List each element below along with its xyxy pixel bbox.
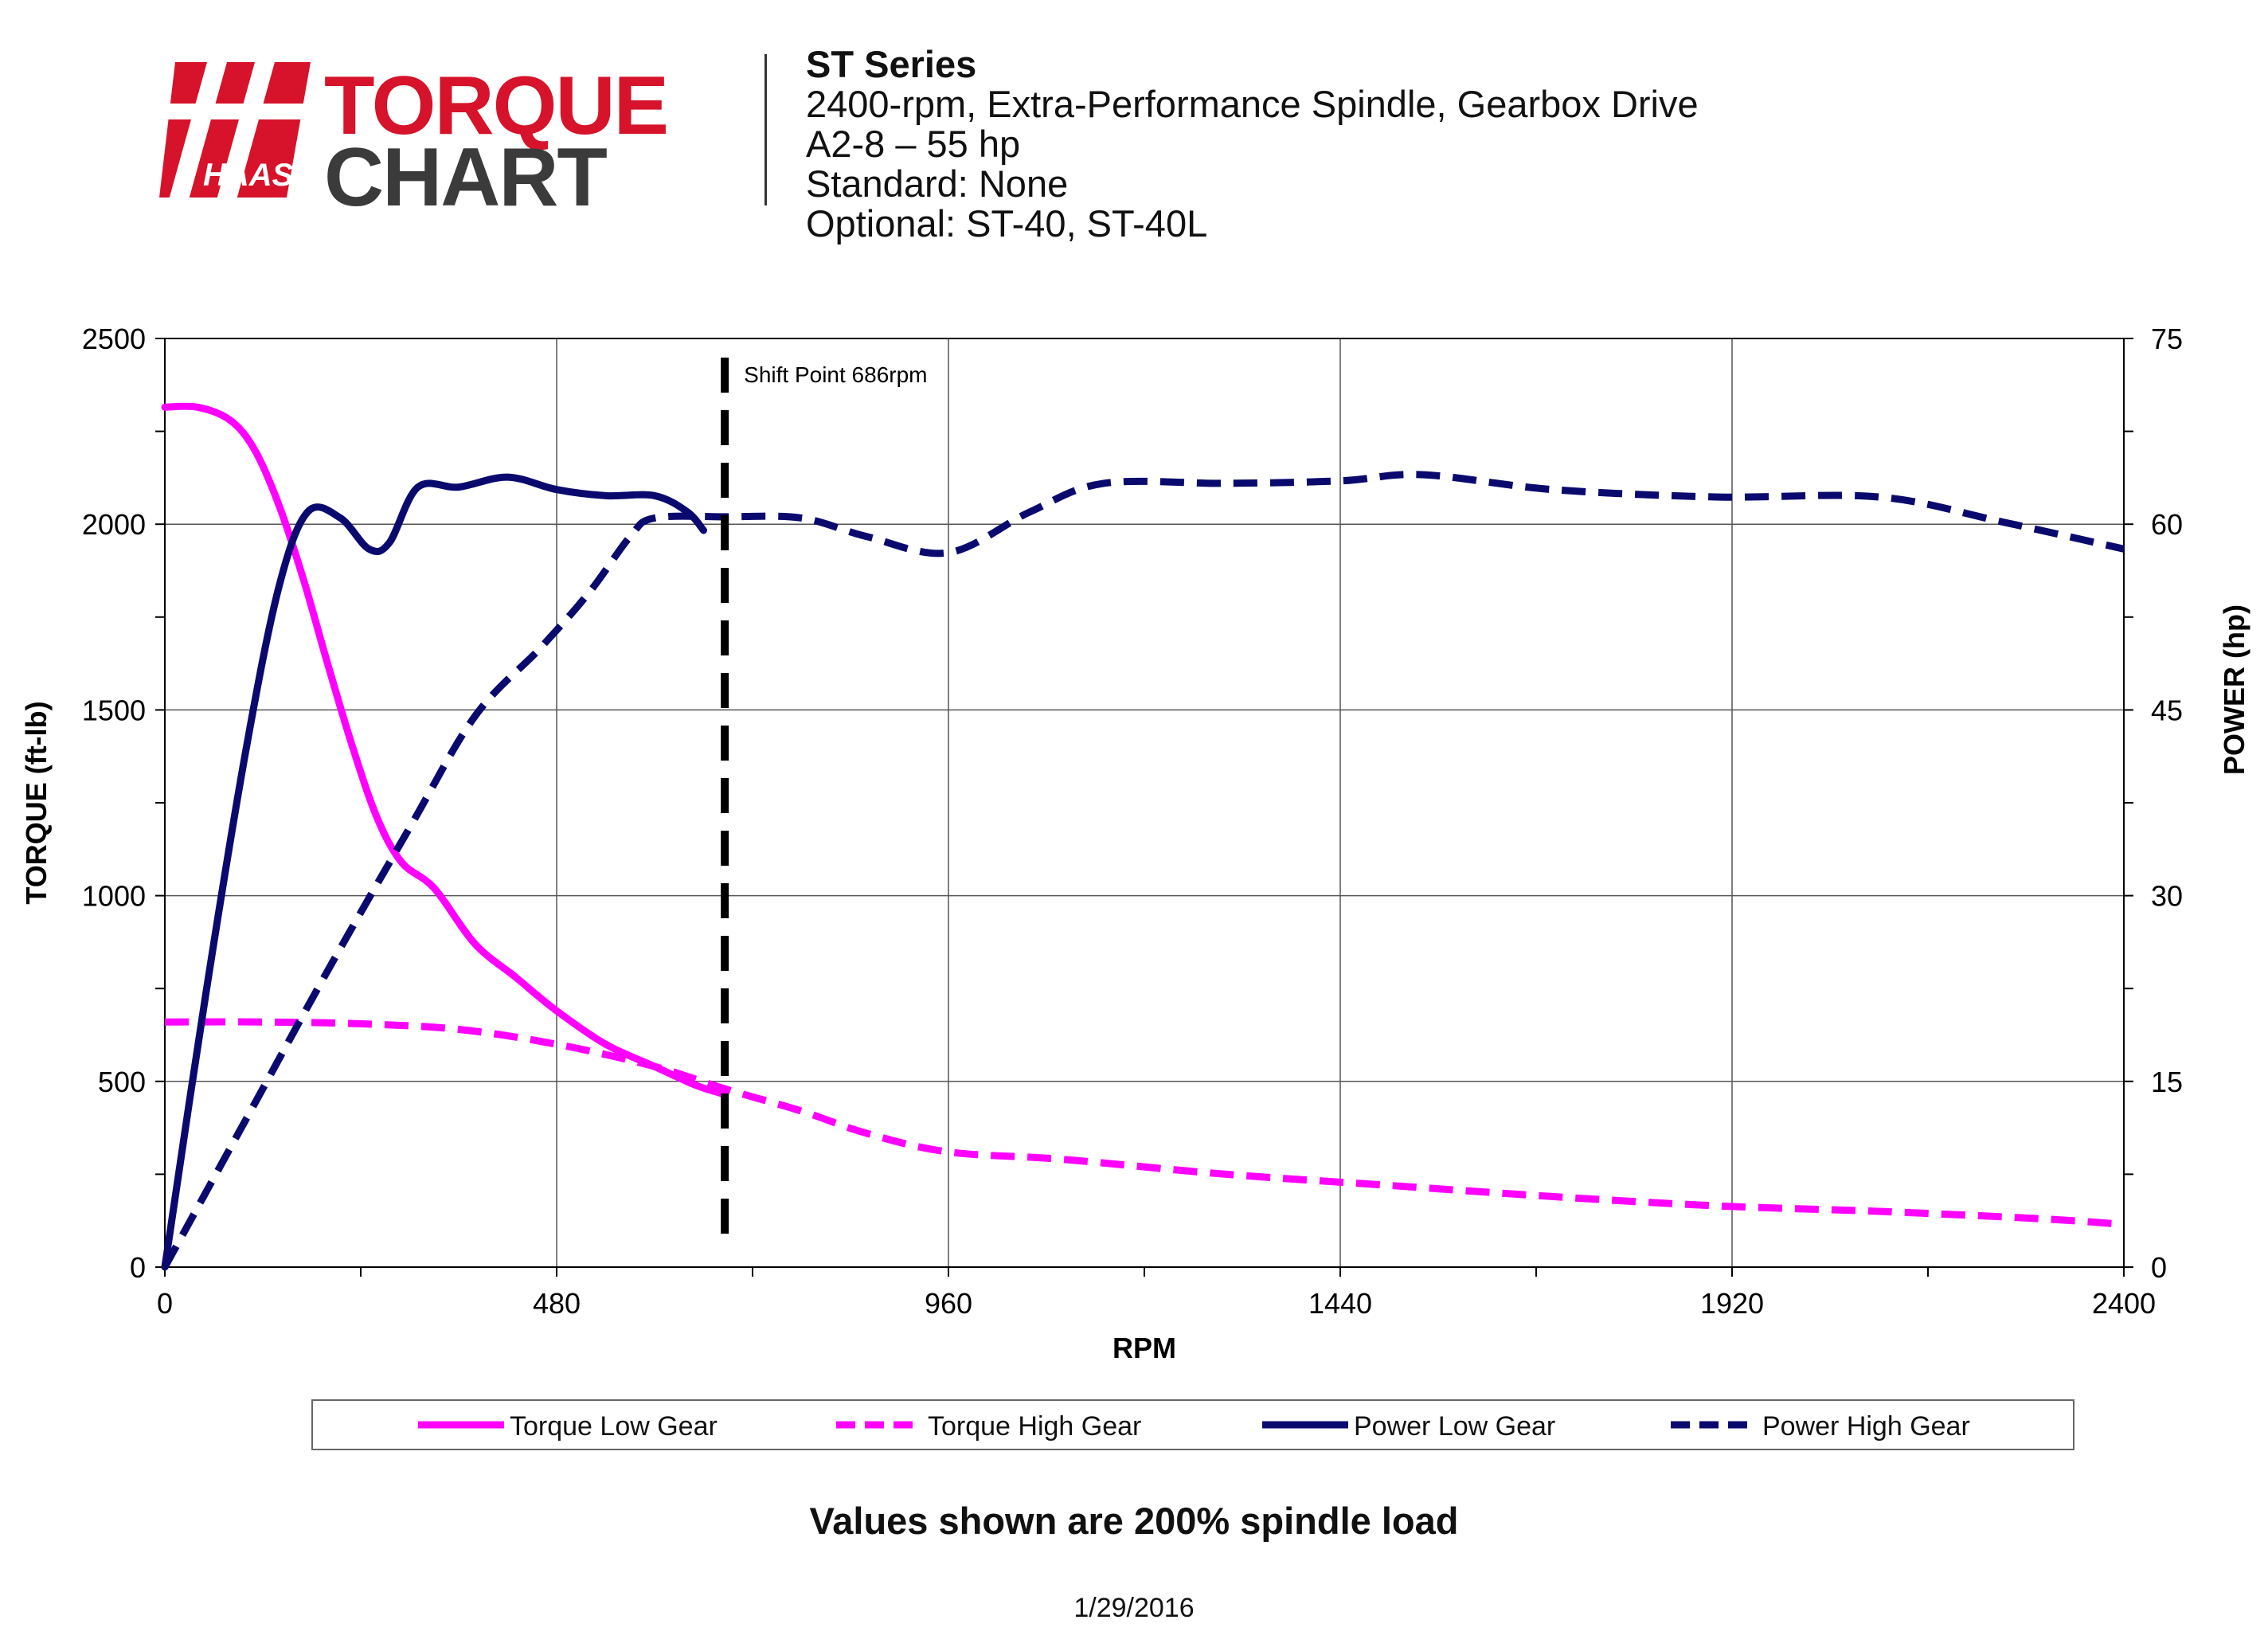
haas-torque-chart-logo: HAAS TORQUE CHART xyxy=(155,48,669,213)
y-tick-label: 2500 xyxy=(82,323,146,355)
series-line-power-high-gear xyxy=(162,471,2125,1269)
legend: Torque Low Gear Torque High Gear Power Low… xyxy=(311,1399,2074,1450)
optional-models: Optional: ST-40, ST-40L xyxy=(806,202,1208,245)
x-tick-label: 1440 xyxy=(1308,1287,1372,1320)
chart-date: 1/29/2016 xyxy=(1073,1593,1195,1623)
x-tick-label: 480 xyxy=(533,1287,581,1320)
standard-models: Standard: None xyxy=(806,162,1069,205)
y-axis-label-torque: TORQUE (ft-lb) xyxy=(20,701,53,904)
legend-label: Torque Low Gear xyxy=(510,1411,718,1442)
x-axis-label: RPM xyxy=(1112,1332,1176,1364)
footnote: Values shown are 200% spindle load xyxy=(809,1500,1459,1542)
legend-label: Power High Gear xyxy=(1762,1411,1970,1442)
logo-torque-word: TORQUE xyxy=(324,60,667,152)
spindle-nose-power: A2-8 – 55 hp xyxy=(806,123,1021,165)
chart-info-block: ST Series 2400-rpm, Extra-Performance Sp… xyxy=(806,45,1699,244)
y-tick-label: 0 xyxy=(130,1251,146,1284)
y2-tick-label: 60 xyxy=(2151,508,2183,541)
annotations: Shift Point 686rpm xyxy=(721,358,927,1247)
y-tick-label: 2000 xyxy=(82,508,146,541)
legend-label: Power Low Gear xyxy=(1354,1411,1555,1442)
axis-labels: RPM TORQUE (ft-lb) POWER (hp) xyxy=(20,604,2250,1364)
y-tick-label: 1000 xyxy=(82,880,146,913)
y2-tick-label: 0 xyxy=(2151,1251,2167,1284)
haas-brand-text: HAAS xyxy=(203,158,294,193)
x-tick-label: 2400 xyxy=(2092,1287,2156,1320)
series-line-torque-low-gear xyxy=(161,402,729,1098)
header-divider xyxy=(764,54,767,205)
x-tick-label: 0 xyxy=(157,1287,173,1320)
y2-tick-label: 75 xyxy=(2151,323,2183,355)
x-tick-label: 1920 xyxy=(1700,1287,1764,1320)
shift-point-label: Shift Point 686rpm xyxy=(744,362,927,387)
legend-label: Torque High Gear xyxy=(928,1411,1141,1442)
y-tick-label: 500 xyxy=(98,1066,146,1098)
x-tick-label: 960 xyxy=(925,1287,972,1320)
series-title: ST Series xyxy=(806,43,977,85)
series-line-torque-high-gear xyxy=(164,1018,2125,1228)
haas-mark-icon: HAAS xyxy=(155,48,315,205)
data-series xyxy=(161,402,2125,1271)
legend-frame xyxy=(311,1399,2074,1450)
logo-chart-word: CHART xyxy=(324,131,607,213)
y-tick-label: 1500 xyxy=(82,694,146,726)
axis-ticks: 0 500 1000 1500 2000 2500 0 15 30 45 60 75 0 480 960 14… xyxy=(82,323,2183,1320)
spindle-description: 2400-rpm, Extra-Performance Spindle, Gea… xyxy=(806,83,1699,125)
y2-tick-label: 15 xyxy=(2151,1066,2183,1098)
y2-tick-label: 30 xyxy=(2151,880,2183,913)
y2-tick-label: 45 xyxy=(2151,694,2183,726)
y-axis-label-power: POWER (hp) xyxy=(2218,604,2250,775)
series-line-power-low-gear xyxy=(161,473,707,1271)
